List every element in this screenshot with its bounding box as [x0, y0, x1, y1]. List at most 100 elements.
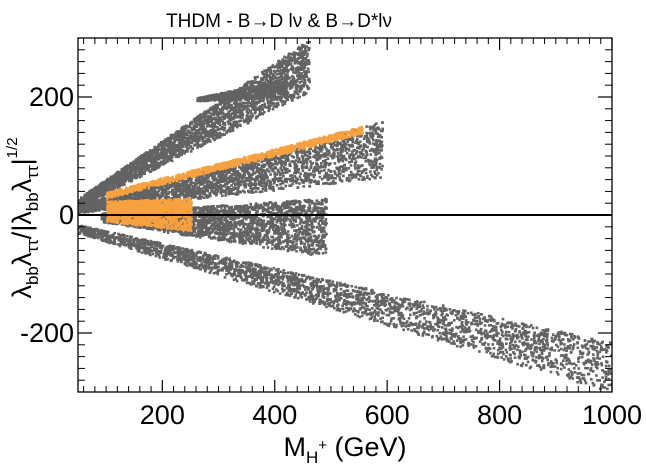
scatter-point — [303, 151, 306, 155]
scatter-point — [216, 125, 219, 129]
scatter-point — [210, 181, 213, 184]
scatter-point — [185, 148, 189, 151]
scatter-point — [374, 162, 378, 165]
scatter-point — [287, 82, 290, 86]
scatter-point — [286, 77, 290, 81]
scatter-point — [276, 84, 279, 87]
scatter-point — [325, 147, 328, 151]
scatter-point — [296, 170, 300, 174]
scatter-point — [280, 168, 283, 172]
scatter-point — [179, 131, 182, 135]
scatter-point — [167, 146, 171, 150]
scatter-point — [83, 211, 86, 214]
scatter-point — [229, 114, 233, 117]
scatter-point — [156, 155, 160, 159]
scatter-point — [112, 186, 116, 190]
scatter-point — [151, 167, 155, 171]
scatter-point — [215, 170, 219, 173]
scatter-point — [318, 157, 322, 160]
scatter-point — [240, 116, 243, 119]
scatter-point — [375, 158, 379, 162]
scatter-point — [299, 172, 302, 176]
scatter-point — [179, 140, 182, 144]
scatter-point — [245, 87, 248, 90]
scatter-point — [250, 190, 254, 193]
scatter-point — [276, 87, 279, 91]
scatter-point — [126, 176, 130, 179]
scatter-point — [204, 177, 208, 181]
scatter-point — [313, 166, 317, 169]
scatter-point — [250, 97, 254, 100]
scatter-point — [235, 99, 239, 103]
scatter-point — [254, 190, 258, 193]
scatter-point — [305, 55, 309, 58]
scatter-point — [375, 166, 378, 170]
scatter-point — [332, 176, 336, 180]
scatter-point — [166, 155, 170, 158]
scatter-point — [190, 141, 194, 145]
scatter-point — [365, 131, 368, 135]
scatter-point — [139, 158, 142, 161]
scatter-point — [254, 85, 257, 88]
scatter-point — [238, 123, 242, 127]
scatter-point — [295, 167, 299, 170]
scatter-point — [228, 169, 231, 172]
scatter-point — [101, 207, 104, 211]
scatter-point — [193, 189, 196, 192]
scatter-point — [273, 178, 277, 181]
scatter-point — [183, 131, 186, 135]
scatter-point — [207, 122, 210, 125]
scatter-point — [214, 104, 217, 108]
scatter-point — [314, 156, 317, 159]
scatter-point — [277, 103, 280, 107]
scatter-point — [239, 119, 242, 122]
scatter-point — [116, 171, 119, 174]
scatter-point — [271, 84, 275, 87]
scatter-point — [365, 151, 368, 154]
scatter-point — [336, 141, 339, 145]
scatter-point — [249, 118, 252, 121]
scatter-point — [277, 84, 281, 88]
scatter-point — [287, 177, 291, 181]
scatter-point — [265, 82, 269, 86]
scatter-point — [299, 90, 302, 93]
scatter-point — [241, 113, 244, 116]
scatter-point — [229, 121, 232, 125]
scatter-point — [87, 192, 90, 196]
scatter-point — [228, 118, 232, 121]
scatter-point — [292, 78, 296, 81]
scatter-point — [170, 135, 173, 139]
scatter-point — [318, 148, 321, 152]
scatter-point — [258, 100, 261, 103]
scatter-point — [303, 70, 306, 73]
scatter-point — [137, 162, 140, 165]
scatter-point — [120, 197, 124, 200]
scatter-point — [290, 81, 293, 85]
scatter-point — [268, 107, 271, 111]
scatter-point — [297, 46, 301, 49]
scatter-point — [193, 118, 197, 121]
scatter-point — [174, 155, 178, 159]
scatter-point — [302, 91, 306, 94]
scatter-point — [302, 185, 305, 188]
scatter-point — [119, 171, 123, 175]
scatter-point — [222, 189, 225, 192]
scatter-point — [256, 88, 259, 91]
scatter-point — [273, 97, 277, 101]
scatter-point — [179, 134, 182, 138]
scatter-point — [374, 172, 377, 175]
scatter-point — [267, 66, 270, 70]
scatter-point — [162, 159, 166, 163]
scatter-point — [292, 71, 295, 74]
scatter-point — [248, 115, 252, 118]
scatter-point — [233, 113, 236, 116]
scatter-point — [293, 90, 297, 93]
scatter-point — [354, 163, 357, 166]
scatter-point — [235, 193, 238, 196]
scatter-point — [361, 153, 365, 156]
scatter-point — [353, 157, 357, 160]
scatter-point — [149, 157, 153, 160]
scatter-point — [109, 186, 112, 189]
scatter-point — [202, 113, 206, 116]
scatter-point — [303, 166, 307, 169]
